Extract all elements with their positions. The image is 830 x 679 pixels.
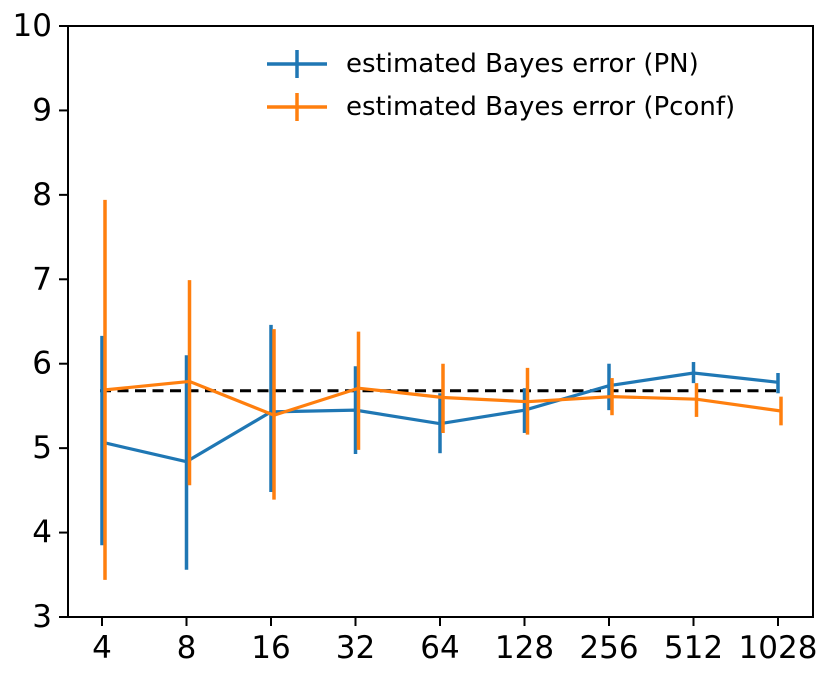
y-tick-label: 3 bbox=[32, 599, 52, 635]
y-tick-label: 8 bbox=[32, 177, 52, 213]
y-tick-label: 6 bbox=[32, 346, 52, 382]
x-tick-label: 512 bbox=[664, 630, 723, 666]
plot-area-border bbox=[67, 25, 814, 618]
errorbar-marker-icon-pn bbox=[267, 49, 327, 78]
y-tick-label: 5 bbox=[32, 430, 52, 466]
legend-label-pn: estimated Bayes error (PN) bbox=[346, 48, 699, 79]
x-tick-label: 8 bbox=[177, 630, 197, 666]
series-line-pn bbox=[101, 371, 779, 464]
y-tick-label: 7 bbox=[32, 261, 52, 297]
x-tick-label: 32 bbox=[336, 630, 375, 666]
series-line-pconf bbox=[104, 379, 782, 417]
errorbar-marker-icon-pconf bbox=[267, 92, 327, 121]
y-tick-label: 4 bbox=[32, 515, 52, 551]
x-tick-label: 1028 bbox=[739, 630, 818, 666]
x-tick-label: 4 bbox=[92, 630, 112, 666]
y-tick-label: 10 bbox=[13, 8, 52, 44]
legend-label-pconf: estimated Bayes error (Pconf) bbox=[346, 91, 736, 122]
x-tick-label: 16 bbox=[251, 630, 290, 666]
legend-entry-pn: estimated Bayes error (PN) bbox=[266, 42, 735, 85]
x-tick-label: 64 bbox=[420, 630, 459, 666]
legend-entry-pconf: estimated Bayes error (Pconf) bbox=[266, 85, 735, 128]
x-tick-label: 128 bbox=[495, 630, 554, 666]
x-tick-label: 256 bbox=[579, 630, 638, 666]
y-tick-label: 9 bbox=[32, 92, 52, 128]
legend: estimated Bayes error (PN) estimated Bay… bbox=[266, 42, 735, 128]
